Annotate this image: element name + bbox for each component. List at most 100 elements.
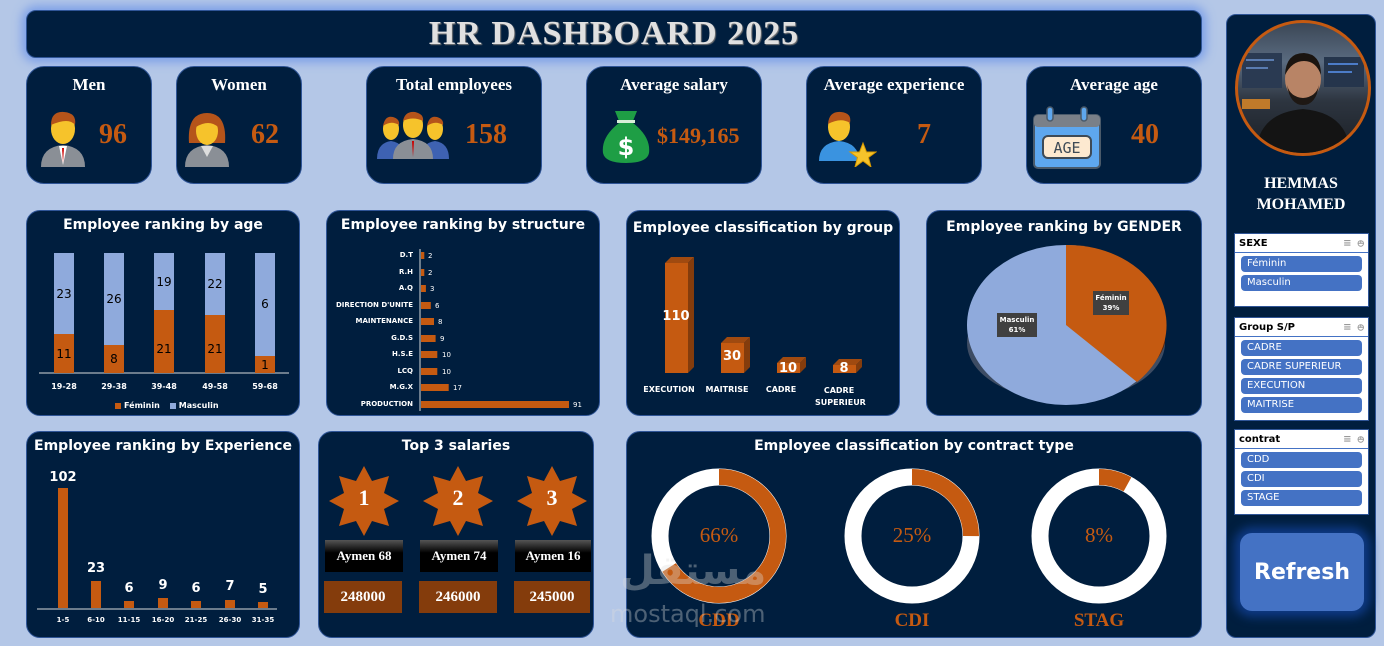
structure-chart-title: Employee ranking by structure (340, 217, 586, 233)
kpi-women-label: Women (211, 75, 267, 94)
structure-value-label: 10 (442, 368, 451, 376)
experience-value-label: 102 (49, 470, 77, 485)
top-salaries-panel: Top 3 salaries 1 Aymen 68 248000 2 Aymen… (318, 431, 594, 638)
slicer-item-cadre[interactable]: CADRE (1241, 340, 1362, 356)
slicer-item-masculin[interactable]: Masculin (1241, 275, 1362, 291)
slicer-item-feminin[interactable]: Féminin (1241, 256, 1362, 272)
rank-2-number: 2 (452, 485, 464, 510)
age-bar-59-68 (255, 253, 275, 373)
kpi-age-card: Average age AGE 40 (1026, 66, 1202, 184)
clear-filter-icon[interactable]: ⦺ (1357, 433, 1364, 445)
svg-text:$: $ (618, 133, 635, 161)
group-x-tick: EXECUTION (643, 385, 695, 394)
age-masculin-label: 19 (156, 275, 172, 289)
group-x-tick: CADRE SUPERIEUR (815, 386, 866, 407)
donut-cdd-value: 66% (699, 523, 739, 547)
kpi-men-value: 96 (99, 119, 127, 150)
donut-stag (1031, 468, 1167, 604)
clear-filter-icon[interactable]: ⦺ (1357, 237, 1364, 249)
kpi-age-label: Average age (1070, 75, 1158, 94)
age-bar-29-38 (104, 253, 124, 373)
age-chart-title: Employee ranking by age (63, 217, 263, 233)
group-icon (377, 111, 449, 159)
group-3d-bar-chart (665, 257, 862, 373)
kpi-experience-label: Average experience (823, 75, 965, 94)
slicer-item-cdi[interactable]: CDI (1241, 471, 1362, 487)
clear-filter-icon[interactable]: ⦺ (1357, 321, 1364, 333)
slicer-item-cadre-superieur[interactable]: CADRE SUPERIEUR (1241, 359, 1362, 375)
slicer-group: Group S/P ≡ ⦺ CADRE CADRE SUPERIEUR EXEC… (1234, 317, 1369, 421)
slicer-item-maitrise[interactable]: MAITRISE (1241, 397, 1362, 413)
group-value-label: 8 (839, 361, 849, 376)
structure-value-label: 9 (440, 335, 445, 343)
refresh-button[interactable]: Refresh (1240, 533, 1364, 611)
slicer-sexe: SEXE ≡ ⦺ Féminin Masculin (1234, 233, 1369, 307)
slicer-item-execution[interactable]: EXECUTION (1241, 378, 1362, 394)
rank-3-salary: 245000 (514, 581, 590, 613)
structure-y-tick: H.S.E (392, 350, 413, 358)
experience-x-tick: 26-30 (218, 616, 242, 624)
contract-chart-title: Employee classification by contract type (754, 438, 1074, 454)
age-x-tick: 39-48 (151, 382, 177, 391)
group-x-tick: CADRE (765, 385, 797, 394)
multi-select-icon[interactable]: ≡ (1343, 433, 1352, 445)
group-chart-title: Employee classification by group (632, 220, 894, 236)
age-x-tick: 59-68 (252, 382, 278, 391)
structure-y-tick: A.Q (398, 284, 413, 292)
donut-cdd-label: CDD (698, 610, 740, 631)
profile-photo (1242, 53, 1364, 153)
avatar (1235, 20, 1371, 156)
slicer-item-stage[interactable]: STAGE (1241, 490, 1362, 506)
donut-stag-label: STAG (1073, 610, 1125, 631)
structure-y-tick: D.T (399, 251, 413, 259)
experience-value-label: 9 (158, 578, 168, 593)
experience-x-tick: 6-10 (87, 616, 105, 624)
age-chart-panel: Employee ranking by age 23 11 26 8 19 21… (26, 210, 300, 416)
kpi-salary-value: $149,165 (657, 123, 740, 148)
gender-chart-title: Employee ranking by GENDER (946, 219, 1182, 235)
structure-value-label: 2 (428, 269, 433, 277)
multi-select-icon[interactable]: ≡ (1343, 237, 1352, 249)
age-feminin-label: 21 (156, 342, 172, 356)
dashboard-title-bar: HR DASHBOARD 2025 (26, 10, 1202, 58)
kpi-women-value: 62 (251, 119, 279, 150)
kpi-total-value: 158 (465, 119, 507, 150)
structure-y-tick: PRODUCTION (360, 400, 413, 408)
rank-star-icon (329, 466, 399, 536)
age-bar-39-48 (154, 253, 174, 373)
legend-feminin-label: Féminin (124, 401, 160, 410)
slicer-item-cdd[interactable]: CDD (1241, 452, 1362, 468)
rank-star-icon (423, 466, 493, 536)
slicer-group-title: Group S/P (1239, 321, 1295, 333)
kpi-women-card: Women 62 (176, 66, 302, 184)
group-value-label: 110 (662, 309, 690, 324)
age-masculin-label: 26 (106, 292, 122, 306)
age-x-tick: 49-58 (202, 382, 228, 391)
kpi-salary-card: Average salary $ $149,165 (586, 66, 762, 184)
experience-x-tick: 31-35 (251, 616, 275, 624)
experience-value-label: 6 (191, 581, 201, 596)
kpi-experience-card: Average experience 7 (806, 66, 982, 184)
kpi-total-card: Total employees 158 (366, 66, 542, 184)
rank-2-name: Aymen 74 (420, 540, 498, 572)
experience-x-tick: 1-5 (56, 616, 70, 624)
structure-y-tick: MAINTENANCE (355, 317, 413, 325)
multi-select-icon[interactable]: ≡ (1343, 321, 1352, 333)
money-bag-icon: $ (602, 111, 650, 163)
age-feminin-label: 1 (261, 358, 269, 372)
donut-stag-value: 8% (1085, 523, 1113, 547)
structure-value-label: 17 (453, 384, 462, 392)
woman-icon (185, 113, 229, 167)
structure-value-label: 2 (428, 252, 433, 260)
rank-star-icon (517, 466, 587, 536)
gender-3d-pie-chart (967, 244, 1167, 405)
experience-value-label: 5 (258, 582, 268, 597)
gender-label-feminin: Féminin 39% (1093, 291, 1129, 315)
rank-1-number: 1 (358, 485, 370, 510)
kpi-men-card: Men 96 (26, 66, 152, 184)
contract-donut-charts (651, 468, 1167, 604)
slicer-contrat: contrat ≡ ⦺ CDD CDI STAGE (1234, 429, 1369, 515)
structure-y-tick: M.G.X (389, 383, 413, 391)
experience-chart-title: Employee ranking by Experience (34, 438, 292, 454)
age-feminin-label: 21 (207, 342, 223, 356)
